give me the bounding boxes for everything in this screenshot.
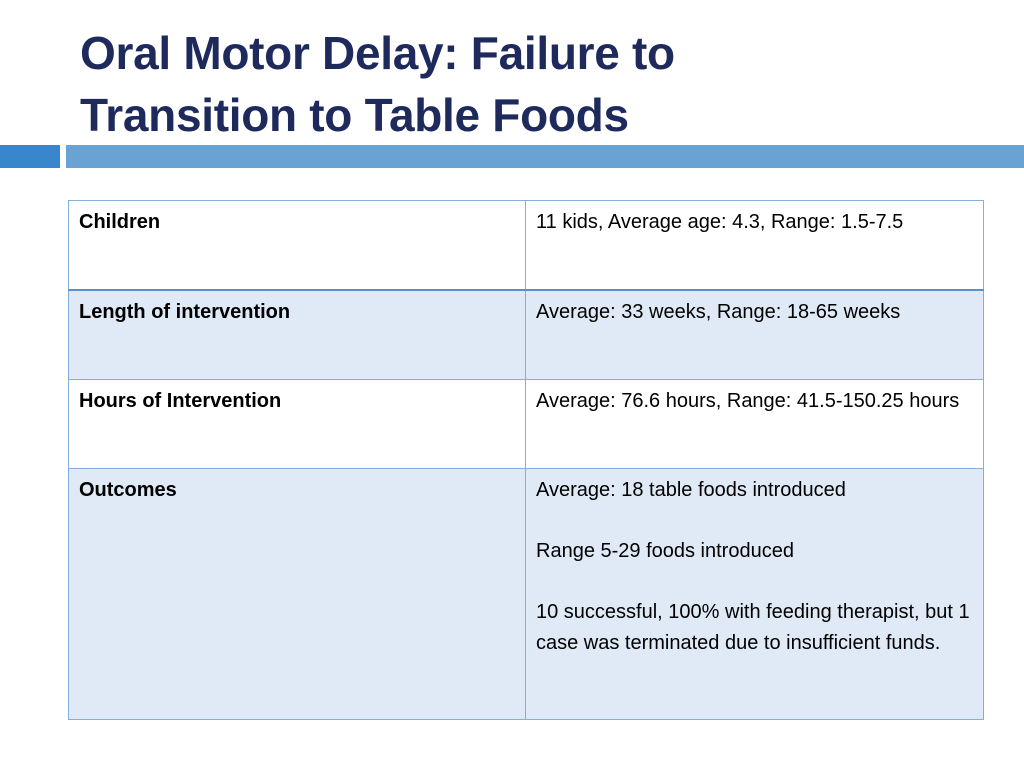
row-label-hours: Hours of Intervention bbox=[68, 379, 526, 469]
table-row-outcomes: Outcomes Average: 18 table foods introdu… bbox=[68, 468, 984, 720]
accent-bar-left bbox=[0, 145, 60, 168]
value-text: 11 kids, Average age: 4.3, Range: 1.5-7.… bbox=[536, 211, 904, 233]
value-text: Range 5-29 foods introduced bbox=[536, 540, 794, 562]
table-row-length: Length of intervention Average: 33 weeks… bbox=[68, 289, 984, 380]
row-value-hours: Average: 76.6 hours, Range: 41.5-150.25 … bbox=[525, 379, 984, 469]
row-value-outcomes: Average: 18 table foods introduced Range… bbox=[525, 468, 984, 720]
value-text: Average: 33 weeks, Range: 18-65 weeks bbox=[536, 301, 901, 323]
accent-bar-right bbox=[66, 145, 1024, 168]
table-row-hours: Hours of Intervention Average: 76.6 hour… bbox=[68, 379, 984, 469]
row-label-outcomes: Outcomes bbox=[68, 468, 526, 720]
row-label-length: Length of intervention bbox=[68, 289, 526, 380]
row-value-length: Average: 33 weeks, Range: 18-65 weeks bbox=[525, 289, 984, 380]
value-text: 10 successful, 100% with feeding therapi… bbox=[536, 601, 970, 654]
value-text: Average: 18 table foods introduced bbox=[536, 479, 846, 501]
slide-title: Oral Motor Delay: Failure to Transition … bbox=[80, 22, 980, 146]
row-label-children: Children bbox=[68, 200, 526, 291]
results-table: Children 11 kids, Average age: 4.3, Rang… bbox=[68, 200, 984, 720]
table-row-children: Children 11 kids, Average age: 4.3, Rang… bbox=[68, 200, 984, 291]
value-text: Average: 76.6 hours, Range: 41.5-150.25 … bbox=[536, 390, 960, 412]
row-value-children: 11 kids, Average age: 4.3, Range: 1.5-7.… bbox=[525, 200, 984, 291]
slide-title-line-2: Transition to Table Foods bbox=[80, 89, 629, 141]
slide-title-line-1: Oral Motor Delay: Failure to bbox=[80, 27, 675, 79]
